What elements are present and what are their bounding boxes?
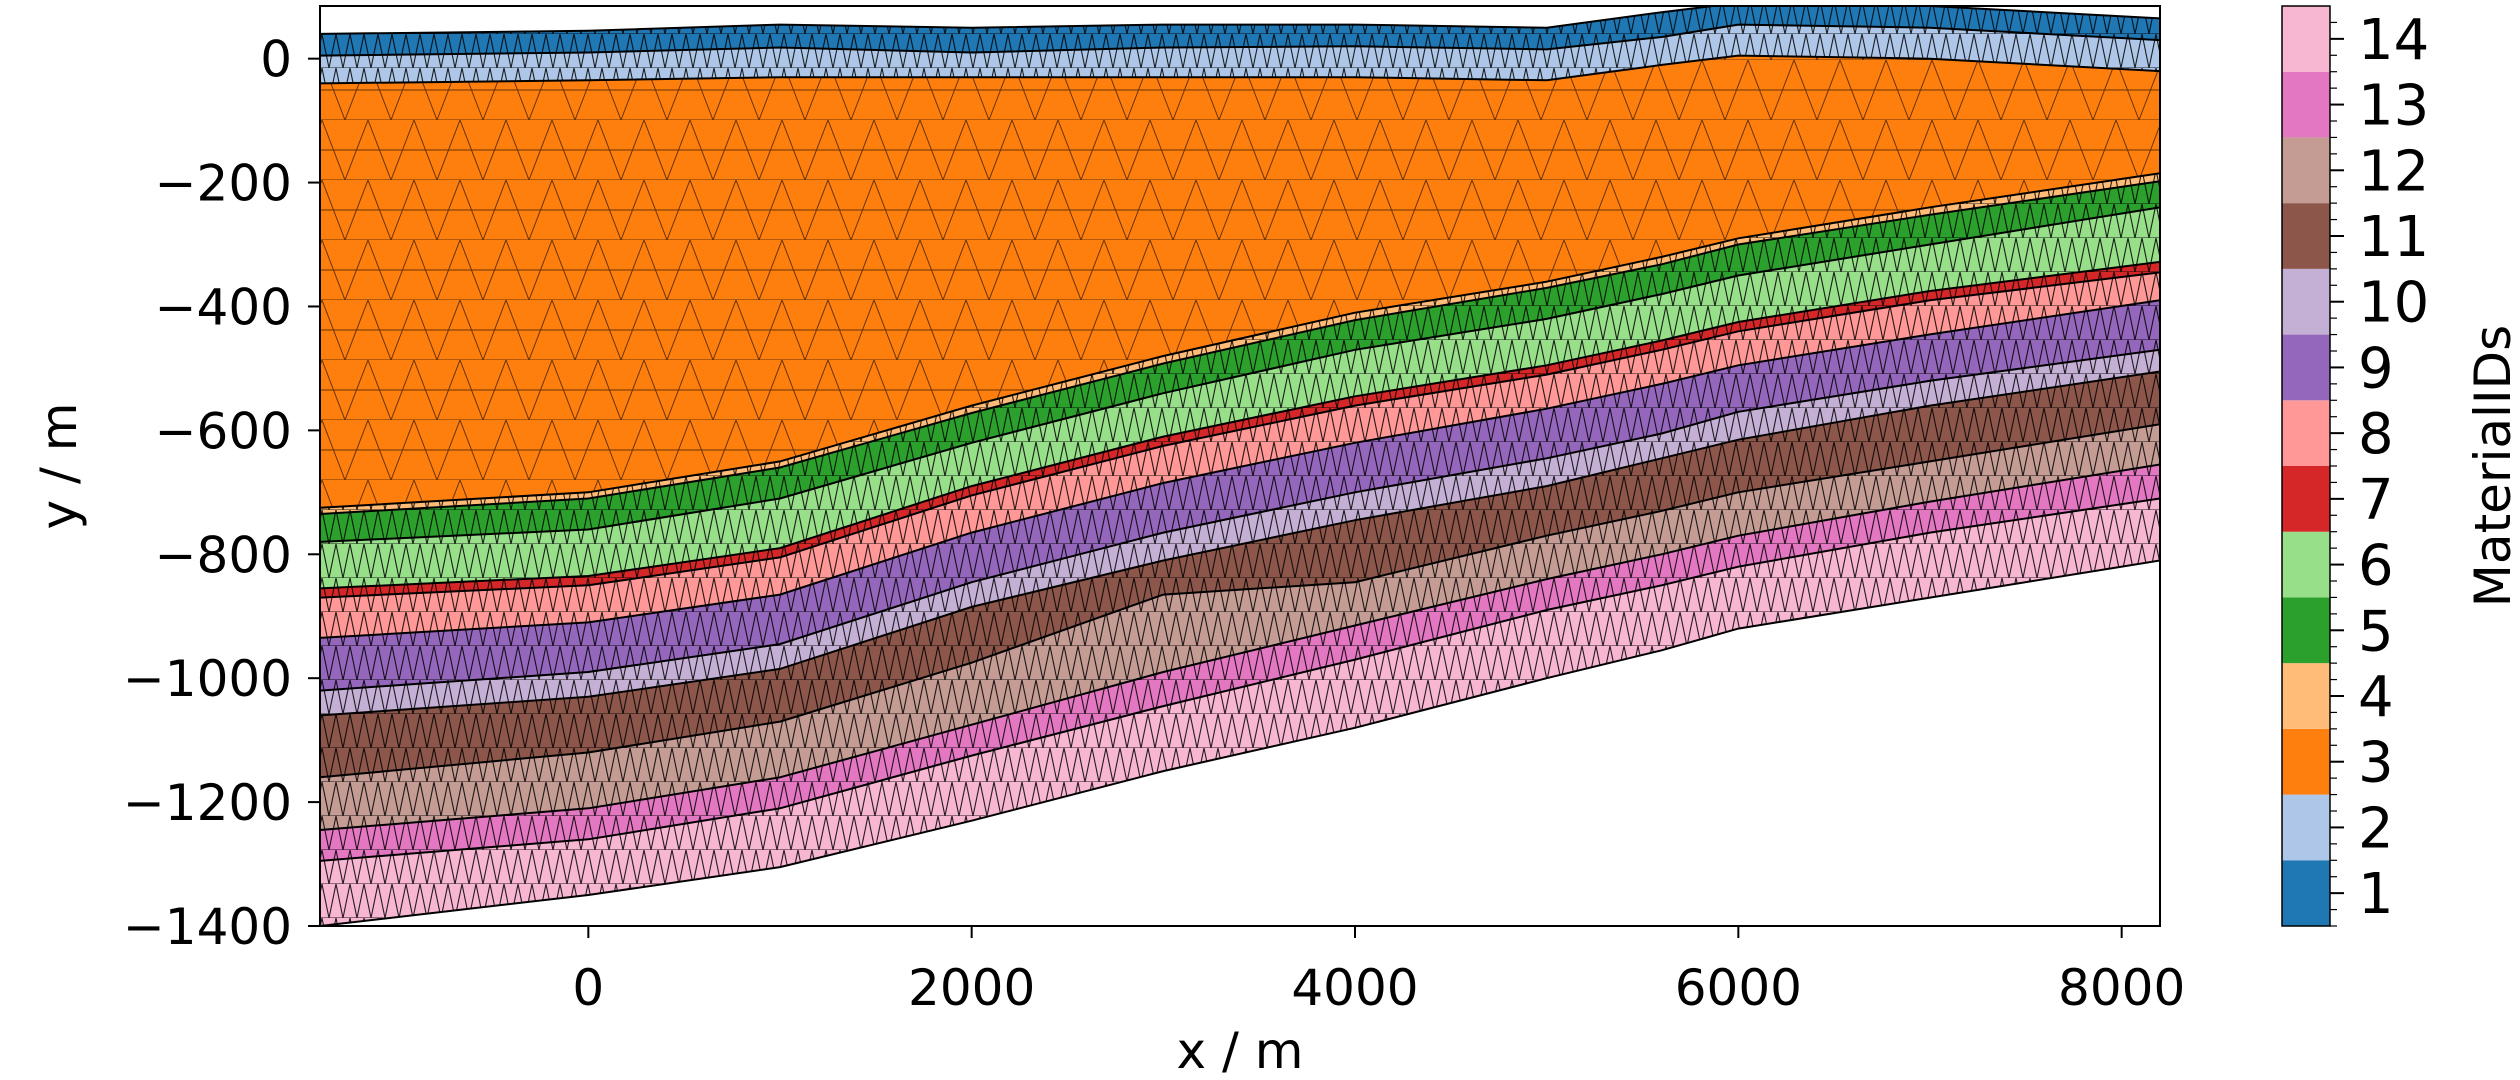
mesh-overlay-13 bbox=[320, 464, 2160, 861]
interface-line-7 bbox=[320, 260, 2160, 590]
mesh-overlay-9 bbox=[320, 300, 2160, 691]
mesh-overlay-12 bbox=[320, 424, 2160, 830]
y-axis-ticks: 0 −200 −400 −600 −800 −1000 −1200 −1400 bbox=[123, 31, 320, 956]
interface-line-11 bbox=[320, 370, 2160, 717]
y-tick-label: −1200 bbox=[123, 774, 292, 832]
colorbar-tick-label: 3 bbox=[2358, 731, 2394, 796]
interface-line-15 bbox=[320, 559, 2160, 926]
x-tick-label: 8000 bbox=[2058, 959, 2185, 1017]
interface-line-3 bbox=[320, 54, 2160, 85]
interface-line-10 bbox=[320, 348, 2160, 692]
y-tick-label: −1000 bbox=[123, 650, 292, 708]
interface-line-5 bbox=[320, 180, 2160, 515]
colorbar-swatch-6 bbox=[2282, 531, 2330, 598]
y-tick-label: −1400 bbox=[123, 898, 292, 956]
x-tick-label: 0 bbox=[572, 959, 604, 1017]
interface-line-9 bbox=[320, 299, 2160, 639]
mesh-overlay-10 bbox=[320, 349, 2160, 716]
y-tick-label: −400 bbox=[155, 278, 292, 336]
colorbar-swatch-5 bbox=[2282, 597, 2330, 664]
mesh-overlay-6 bbox=[320, 207, 2160, 589]
x-tick-label: 6000 bbox=[1675, 959, 1802, 1017]
x-tick-label: 2000 bbox=[908, 959, 1035, 1017]
colorbar-swatch-13 bbox=[2282, 71, 2330, 138]
interface-line-4 bbox=[320, 172, 2160, 509]
colorbar-swatch-7 bbox=[2282, 466, 2330, 532]
interface-line-8 bbox=[320, 271, 2160, 599]
colorbar-tick-label: 6 bbox=[2358, 534, 2394, 599]
layer-interfaces bbox=[320, 6, 2160, 926]
colorbar-swatch-3 bbox=[2282, 728, 2330, 795]
colorbar-swatch-14 bbox=[2282, 6, 2330, 72]
interface-line-14 bbox=[320, 497, 2160, 862]
y-axis-label: y / m bbox=[30, 403, 88, 530]
x-axis-label: x / m bbox=[1177, 1022, 1304, 1080]
colorbar-tick-label: 2 bbox=[2358, 796, 2394, 861]
mesh-overlay-2 bbox=[320, 24, 2160, 84]
colorbar-swatch-2 bbox=[2282, 794, 2330, 861]
interface-line-13 bbox=[320, 463, 2160, 831]
x-axis-ticks: 0 2000 4000 6000 8000 bbox=[572, 926, 2185, 1017]
plot-frame bbox=[319, 5, 2161, 927]
colorbar-tick-label: 7 bbox=[2358, 468, 2394, 533]
colorbar-tick-label: 14 bbox=[2358, 8, 2429, 73]
interface-line-6 bbox=[320, 206, 2160, 543]
mesh-overlay-1 bbox=[320, 6, 2160, 56]
mesh-overlay-4 bbox=[320, 173, 2160, 515]
colorbar-swatch-8 bbox=[2282, 400, 2330, 466]
colorbar-tick-label: 4 bbox=[2358, 665, 2394, 730]
y-tick-label: −600 bbox=[155, 402, 292, 460]
mesh-overlay-3 bbox=[320, 55, 2160, 508]
mesh-overlay-5 bbox=[320, 181, 2160, 542]
interface-line-12 bbox=[320, 423, 2160, 779]
material-layers bbox=[320, 6, 2160, 926]
colorbar-swatch-12 bbox=[2282, 137, 2330, 204]
colorbar-tick-label: 10 bbox=[2358, 271, 2429, 336]
colorbar-swatch-1 bbox=[2282, 860, 2330, 926]
colorbar-swatch-4 bbox=[2282, 663, 2330, 729]
colorbar-tick-label: 13 bbox=[2358, 74, 2429, 139]
colorbar-swatch-9 bbox=[2282, 334, 2330, 401]
colorbar-tick-label: 8 bbox=[2358, 402, 2394, 467]
colorbar-tick-label: 12 bbox=[2358, 139, 2429, 204]
y-tick-label: 0 bbox=[260, 31, 292, 89]
colorbar-swatch-10 bbox=[2282, 268, 2330, 335]
mesh-overlay-14 bbox=[320, 498, 2160, 926]
y-tick-label: −200 bbox=[155, 155, 292, 213]
interface-line-1 bbox=[320, 6, 2160, 35]
x-tick-label: 4000 bbox=[1291, 959, 1418, 1017]
colorbar-tick-label: 11 bbox=[2358, 205, 2429, 270]
y-tick-label: −800 bbox=[155, 526, 292, 584]
colorbar-tick-label: 1 bbox=[2358, 862, 2394, 927]
colorbar-swatch-11 bbox=[2282, 203, 2330, 269]
interface-line-2 bbox=[320, 23, 2160, 57]
colorbar-label: MaterialIDs bbox=[2464, 325, 2520, 607]
mesh-overlay-8 bbox=[320, 272, 2160, 638]
colorbar-tick-label: 5 bbox=[2358, 599, 2394, 664]
mesh-overlay-11 bbox=[320, 371, 2160, 778]
colorbar-tick-label: 9 bbox=[2358, 336, 2394, 401]
